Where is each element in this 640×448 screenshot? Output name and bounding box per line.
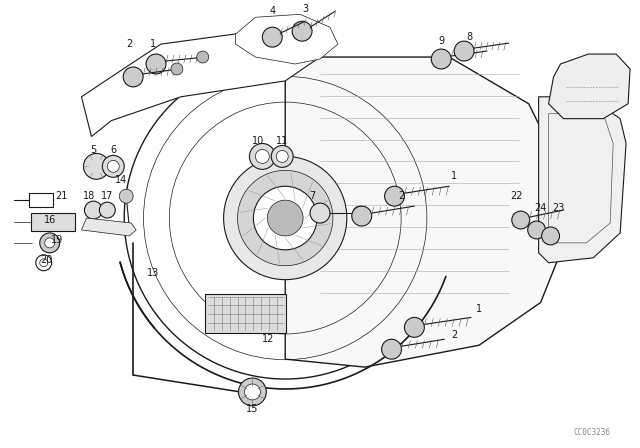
Circle shape bbox=[124, 67, 143, 87]
Text: 22: 22 bbox=[511, 191, 523, 201]
Text: 24: 24 bbox=[534, 203, 547, 213]
Circle shape bbox=[108, 160, 119, 172]
Circle shape bbox=[119, 189, 133, 203]
Circle shape bbox=[404, 318, 424, 337]
Circle shape bbox=[292, 21, 312, 41]
Circle shape bbox=[40, 233, 60, 253]
Circle shape bbox=[255, 150, 269, 164]
Text: 2: 2 bbox=[126, 39, 132, 49]
Circle shape bbox=[124, 57, 446, 379]
Text: 11: 11 bbox=[276, 136, 289, 146]
Text: 1: 1 bbox=[476, 305, 482, 314]
Circle shape bbox=[171, 63, 183, 75]
Circle shape bbox=[237, 170, 333, 266]
Text: 8: 8 bbox=[466, 32, 472, 42]
Circle shape bbox=[541, 227, 559, 245]
Text: 12: 12 bbox=[262, 334, 275, 344]
Text: 17: 17 bbox=[101, 191, 113, 201]
Circle shape bbox=[454, 41, 474, 61]
Text: 3: 3 bbox=[302, 4, 308, 14]
Circle shape bbox=[512, 211, 530, 229]
Text: 15: 15 bbox=[246, 404, 259, 414]
Text: 1: 1 bbox=[451, 171, 457, 181]
Circle shape bbox=[276, 151, 288, 162]
Text: 4: 4 bbox=[269, 6, 275, 16]
Polygon shape bbox=[81, 31, 320, 137]
Circle shape bbox=[223, 156, 347, 280]
Circle shape bbox=[431, 49, 451, 69]
Text: 19: 19 bbox=[51, 235, 63, 245]
Text: 1: 1 bbox=[150, 39, 156, 49]
Text: 2: 2 bbox=[451, 330, 458, 340]
Circle shape bbox=[262, 27, 282, 47]
Text: 13: 13 bbox=[147, 268, 159, 278]
Text: 7: 7 bbox=[309, 191, 315, 201]
Text: 5: 5 bbox=[90, 146, 97, 155]
FancyBboxPatch shape bbox=[205, 293, 286, 333]
Polygon shape bbox=[81, 218, 136, 236]
Circle shape bbox=[45, 238, 54, 248]
Circle shape bbox=[528, 221, 545, 239]
Text: 10: 10 bbox=[252, 136, 264, 146]
Circle shape bbox=[268, 200, 303, 236]
Text: 14: 14 bbox=[115, 175, 127, 185]
Circle shape bbox=[99, 202, 115, 218]
Circle shape bbox=[352, 206, 372, 226]
Polygon shape bbox=[548, 54, 630, 119]
Circle shape bbox=[250, 143, 275, 169]
Circle shape bbox=[239, 378, 266, 406]
Polygon shape bbox=[236, 14, 338, 64]
Text: CC0C3236: CC0C3236 bbox=[573, 428, 610, 437]
Text: 20: 20 bbox=[40, 255, 53, 265]
Circle shape bbox=[310, 203, 330, 223]
Circle shape bbox=[84, 201, 102, 219]
Circle shape bbox=[271, 146, 293, 168]
Circle shape bbox=[146, 54, 166, 74]
Text: 2: 2 bbox=[398, 191, 404, 201]
Circle shape bbox=[196, 51, 209, 63]
Text: 9: 9 bbox=[438, 36, 444, 46]
Circle shape bbox=[381, 339, 401, 359]
Text: 16: 16 bbox=[44, 215, 56, 225]
Circle shape bbox=[353, 206, 367, 220]
Circle shape bbox=[253, 186, 317, 250]
Text: 18: 18 bbox=[83, 191, 95, 201]
FancyBboxPatch shape bbox=[31, 213, 74, 231]
Circle shape bbox=[244, 384, 260, 400]
Polygon shape bbox=[539, 97, 626, 263]
Circle shape bbox=[385, 186, 404, 206]
Text: 21: 21 bbox=[56, 191, 68, 201]
Circle shape bbox=[102, 155, 124, 177]
Polygon shape bbox=[285, 57, 566, 367]
Circle shape bbox=[83, 154, 109, 179]
Text: 23: 23 bbox=[552, 203, 564, 213]
Circle shape bbox=[36, 255, 52, 271]
Text: 6: 6 bbox=[110, 146, 116, 155]
FancyBboxPatch shape bbox=[29, 193, 52, 207]
